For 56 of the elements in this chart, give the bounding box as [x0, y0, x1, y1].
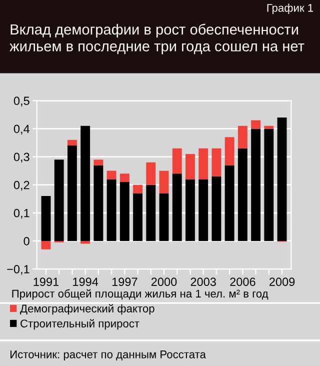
bar: [251, 128, 261, 241]
chart-title: Вклад демографии в рост обеспеченности жильем в последние три года сошел на нет: [10, 24, 304, 54]
x-tick-label: 2009: [269, 278, 295, 286]
bar: [224, 165, 234, 241]
bar: [186, 154, 195, 180]
x-tick-label: 2003: [190, 278, 216, 286]
bar: [172, 174, 182, 241]
y-tick-label: 0,5: [14, 96, 30, 106]
bar: [133, 193, 142, 241]
bar: [106, 170, 116, 180]
bar: [224, 137, 234, 166]
legend-label: Строительный прирост: [20, 319, 140, 330]
bar: [146, 184, 156, 241]
bar: [120, 182, 130, 241]
bar: [212, 176, 222, 241]
y-tick-label: 0,2: [14, 180, 30, 191]
bar: [106, 179, 116, 241]
y-tick-label: 0: [24, 236, 30, 246]
bar: [67, 140, 77, 146]
bar: [238, 148, 248, 241]
bar: [94, 165, 104, 241]
bar: [120, 174, 130, 182]
bar: [264, 126, 274, 129]
x-axis-title: Прирост общей площади жилья на 1 чел. м² в год: [12, 289, 268, 300]
bar: [172, 148, 182, 174]
bar: [146, 162, 156, 185]
bar: [186, 179, 195, 241]
bar: [54, 160, 64, 241]
bar: [41, 196, 51, 241]
bar: [238, 126, 248, 148]
bar: [198, 148, 208, 180]
text: Источник: расчет по данным Росстата: [10, 350, 206, 361]
bar: [251, 120, 261, 129]
x-tick-label: 2000: [151, 278, 177, 286]
x-tick-label: 1994: [73, 278, 98, 286]
text: График 1: [267, 4, 314, 14]
bar: [277, 117, 287, 241]
x-tick-label: 1991: [34, 278, 59, 286]
y-tick-label: 0,1: [14, 208, 30, 219]
x-tick-label: 2006: [230, 278, 256, 286]
y-tick-label: −0,1: [7, 265, 30, 275]
bar: [80, 126, 90, 241]
y-tick-label: 0,4: [14, 124, 30, 134]
bar: [198, 179, 208, 241]
bar: [159, 193, 169, 241]
bar: [41, 240, 51, 250]
legend-label: Демографический фактор: [20, 304, 154, 315]
bar: [133, 184, 142, 194]
y-tick-label: 0,3: [14, 152, 30, 163]
bar: [264, 128, 274, 241]
bar: [212, 148, 222, 176]
x-tick-label: 1997: [112, 278, 138, 286]
bar: [80, 240, 90, 244]
bar: [94, 160, 104, 166]
bar: [67, 146, 77, 241]
bar: [159, 170, 169, 194]
